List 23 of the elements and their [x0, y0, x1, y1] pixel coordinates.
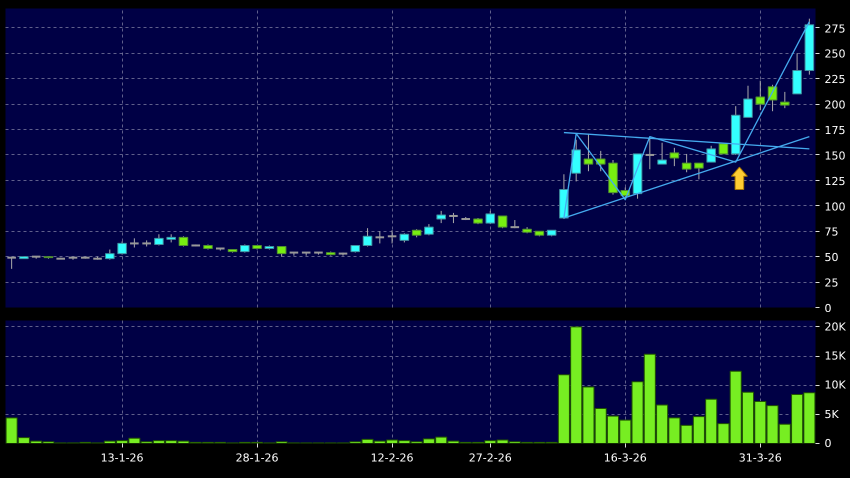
y-tick-label: 15K: [824, 350, 846, 363]
x-tick-label: 16-3-26: [604, 452, 647, 464]
y-tick-label: 20K: [824, 320, 846, 334]
y-tick-label: 250: [824, 48, 846, 61]
y-tick-label: 200: [824, 98, 846, 112]
y-tick-label: 100: [824, 200, 846, 214]
y-tick-label: 175: [824, 124, 846, 138]
y-tick-label: 225: [824, 73, 846, 86]
x-tick-label: 28-1-26: [236, 452, 279, 464]
x-tick-label: 31-3-26: [738, 452, 782, 464]
y-tick-label: 0: [824, 302, 832, 315]
y-tick-label: 75: [824, 226, 838, 239]
y-tick-label: 275: [824, 22, 846, 36]
y-tick-label: 25: [824, 276, 838, 290]
x-tick-label: 13-1-26: [100, 452, 144, 464]
y-tick-label: 150: [824, 149, 846, 162]
x-tick-label: 12-2-26: [370, 452, 414, 464]
y-tick-label: 125: [824, 174, 846, 188]
y-tick-label: 5K: [824, 408, 840, 421]
x-tick-label: 27-2-26: [468, 452, 512, 464]
y-tick-label: 50: [824, 251, 838, 264]
y-tick-label: 0: [824, 437, 832, 450]
y-tick-label: 10K: [824, 378, 846, 392]
